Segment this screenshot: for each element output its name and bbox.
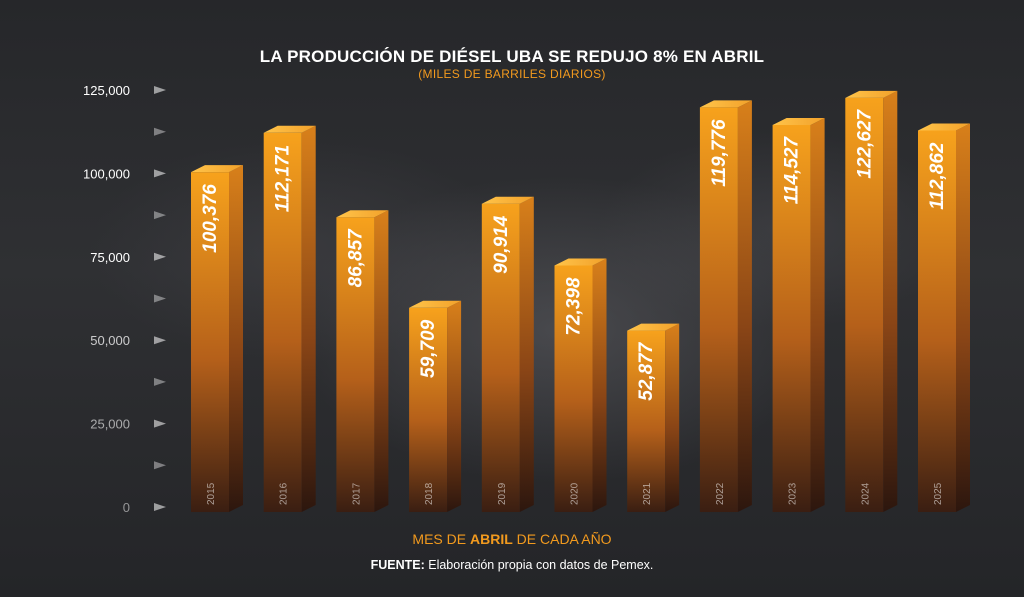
bar-top [699, 100, 752, 108]
bar-front [554, 265, 593, 512]
y-minor-tick-arrow [154, 294, 166, 303]
bar-value-label: 112,862 [927, 142, 948, 210]
bar-value-label: 114,527 [782, 136, 803, 205]
bar-value-label: 90,914 [491, 215, 512, 274]
bar-value-label: 100,376 [200, 184, 221, 253]
bar-front [191, 172, 229, 513]
bars-layer: 100,376 2015 112,171 2016 86,857 2017 59,709 20… [191, 90, 970, 513]
x-tick-label: 2018 [424, 482, 435, 505]
bar-side [737, 100, 752, 513]
bar-side [810, 117, 825, 512]
source-label: FUENTE: [370, 558, 425, 572]
bar-top [481, 196, 534, 204]
x-tick-label: 2023 [788, 482, 799, 505]
bar-2022: 119,776 2022 [699, 100, 752, 513]
bar-2015: 100,376 2015 [191, 165, 243, 513]
bar-top [263, 125, 316, 133]
x-tick-label: 2016 [279, 482, 290, 505]
bar-value-label: 52,877 [636, 341, 657, 401]
bar-2024: 122,627 2024 [845, 90, 898, 513]
bar-top [554, 258, 607, 266]
bar-front [627, 330, 666, 513]
bar-value-label: 59,709 [418, 319, 439, 378]
bar-2016: 112,171 2016 [263, 125, 316, 512]
x-axis-label: MES DE ABRIL DE CADA AÑO [0, 531, 1024, 547]
bar-side [374, 210, 389, 512]
source-note: FUENTE: Elaboración propia con datos de … [0, 558, 1024, 572]
bar-front [772, 124, 811, 513]
y-minor-tick-arrow [154, 127, 166, 136]
bar-front [336, 217, 375, 513]
bar-2023: 114,527 2023 [772, 117, 825, 513]
y-tick-arrow [154, 419, 166, 428]
bar-front [481, 203, 520, 513]
y-tick-label: 125,000 [83, 83, 130, 98]
chart-subtitle: (MILES DE BARRILES DIARIOS) [418, 67, 606, 81]
bar-value-label: 72,398 [564, 277, 585, 336]
bar-value-label: 119,776 [709, 119, 730, 187]
bar-value-label: 86,857 [345, 228, 366, 288]
y-tick-arrow [154, 169, 166, 178]
bar-2019: 90,914 2019 [481, 196, 534, 513]
bar-side [956, 123, 970, 512]
x-tick-label: 2024 [860, 482, 871, 505]
bar-side [665, 323, 680, 512]
y-minor-tick-arrow [154, 211, 166, 220]
bar-side [519, 196, 534, 513]
x-tick-label: 2025 [933, 482, 944, 505]
x-tick-label: 2017 [351, 482, 362, 505]
y-minor-tick-arrow [154, 461, 166, 470]
bar-2017: 86,857 2017 [336, 210, 389, 513]
chart-title: LA PRODUCCIÓN DE DIÉSEL UBA SE REDUJO 8%… [259, 47, 765, 66]
x-axis-label-prefix: MES DE [412, 531, 470, 547]
y-minor-tick-arrow [154, 377, 166, 386]
x-tick-label: 2021 [642, 482, 653, 505]
bar-top [191, 165, 243, 173]
y-tick-arrow [154, 336, 166, 345]
bar-2020: 72,398 2020 [554, 258, 607, 512]
x-tick-label: 2019 [497, 482, 508, 505]
bar-top [772, 117, 825, 125]
bar-side [229, 165, 243, 512]
bar-value-label: 122,627 [854, 108, 875, 178]
x-axis-label-suffix: DE CADA AÑO [512, 531, 612, 547]
bar-front [699, 107, 738, 513]
x-tick-label: 2015 [206, 482, 217, 505]
x-axis-label-bold: ABRIL [469, 531, 513, 547]
bar-2018: 59,709 2018 [409, 300, 462, 513]
y-tick-arrow [154, 503, 166, 511]
y-tick-label: 50,000 [90, 333, 130, 348]
bar-front [918, 130, 956, 512]
bar-top [918, 123, 970, 131]
bar-front [845, 97, 884, 513]
bar-value-label: 112,171 [273, 145, 294, 212]
x-tick-label: 2022 [715, 482, 726, 505]
x-tick-label: 2020 [570, 482, 581, 505]
y-tick-arrow [154, 86, 166, 94]
bar-side [883, 90, 898, 513]
y-tick-label: 25,000 [90, 417, 130, 432]
bar-front [409, 307, 448, 513]
bar-side [592, 258, 607, 512]
bar-side [301, 125, 316, 512]
bar-side [447, 300, 462, 512]
bar-top [845, 90, 898, 98]
y-tick-label: 100,000 [83, 166, 130, 181]
y-tick-arrow [154, 252, 166, 261]
y-tick-label: 0 [123, 500, 130, 515]
bar-2025: 112,862 2025 [918, 123, 970, 512]
source-text: Elaboración propia con datos de Pemex. [424, 558, 654, 572]
bar-front [263, 132, 302, 512]
bar-top [627, 323, 680, 331]
y-tick-label: 75,000 [90, 250, 130, 265]
bar-2021: 52,877 2021 [627, 323, 680, 513]
bar-top [409, 300, 462, 308]
y-axis: 0 25,000 50,000 75,000 100,000 125,000 [83, 83, 166, 515]
bar-top [336, 210, 389, 218]
